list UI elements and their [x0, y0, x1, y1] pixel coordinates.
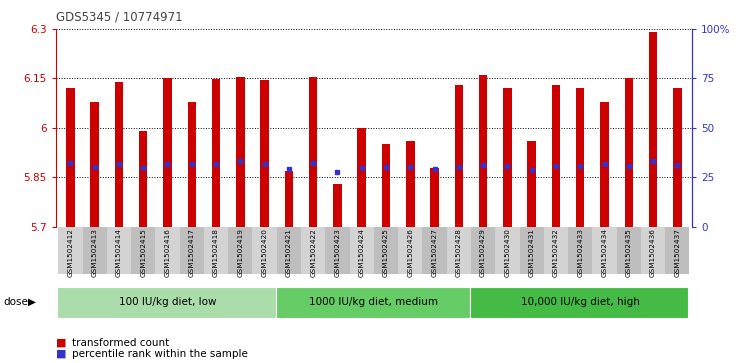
Bar: [496, 227, 519, 274]
Text: 100 IU/kg diet, low: 100 IU/kg diet, low: [119, 297, 217, 307]
Bar: [155, 227, 179, 274]
Text: dose: dose: [4, 297, 28, 307]
Bar: [673, 88, 682, 227]
Bar: [107, 227, 131, 274]
Text: GSM1502415: GSM1502415: [140, 228, 147, 277]
Bar: [83, 227, 107, 274]
Bar: [617, 227, 641, 274]
Bar: [406, 141, 414, 227]
Text: GSM1502432: GSM1502432: [553, 228, 559, 277]
Bar: [325, 227, 350, 274]
Text: GSM1502431: GSM1502431: [529, 228, 535, 277]
Bar: [455, 85, 463, 227]
Bar: [665, 227, 690, 274]
Bar: [163, 78, 172, 227]
Text: GSM1502424: GSM1502424: [359, 228, 365, 277]
Bar: [576, 88, 585, 227]
Text: 1000 IU/kg diet, medium: 1000 IU/kg diet, medium: [310, 297, 438, 307]
Bar: [212, 79, 220, 227]
Bar: [301, 227, 325, 274]
Bar: [592, 227, 617, 274]
Bar: [57, 287, 275, 318]
Bar: [430, 168, 439, 227]
Text: GSM1502412: GSM1502412: [68, 228, 74, 277]
Text: GSM1502430: GSM1502430: [504, 228, 510, 277]
Text: GSM1502425: GSM1502425: [383, 228, 389, 277]
Bar: [357, 128, 366, 227]
Text: GSM1502433: GSM1502433: [577, 228, 583, 277]
Bar: [275, 287, 469, 318]
Text: percentile rank within the sample: percentile rank within the sample: [72, 349, 248, 359]
Text: GSM1502420: GSM1502420: [262, 228, 268, 277]
Bar: [519, 227, 544, 274]
Bar: [649, 32, 657, 227]
Text: GSM1502417: GSM1502417: [189, 228, 195, 277]
Text: GSM1502436: GSM1502436: [650, 228, 656, 277]
Text: ■: ■: [56, 349, 66, 359]
Bar: [469, 287, 688, 318]
Bar: [471, 227, 496, 274]
Bar: [350, 227, 374, 274]
Bar: [568, 227, 592, 274]
Bar: [139, 131, 147, 227]
Text: GSM1502435: GSM1502435: [626, 228, 632, 277]
Bar: [641, 227, 665, 274]
Text: GSM1502426: GSM1502426: [407, 228, 413, 277]
Text: 10,000 IU/kg diet, high: 10,000 IU/kg diet, high: [521, 297, 640, 307]
Bar: [309, 77, 318, 227]
Bar: [277, 227, 301, 274]
Bar: [66, 88, 74, 227]
Text: GSM1502423: GSM1502423: [335, 228, 341, 277]
Text: GSM1502429: GSM1502429: [480, 228, 486, 277]
Bar: [252, 227, 277, 274]
Bar: [131, 227, 155, 274]
Bar: [398, 227, 423, 274]
Text: GSM1502437: GSM1502437: [674, 228, 680, 277]
Bar: [600, 102, 609, 227]
Bar: [423, 227, 446, 274]
Bar: [187, 102, 196, 227]
Text: GSM1502427: GSM1502427: [432, 228, 437, 277]
Text: GSM1502422: GSM1502422: [310, 228, 316, 277]
Text: GSM1502413: GSM1502413: [92, 228, 97, 277]
Text: GSM1502416: GSM1502416: [164, 228, 170, 277]
Bar: [527, 141, 536, 227]
Bar: [624, 78, 633, 227]
Text: ▶: ▶: [28, 297, 36, 307]
Bar: [179, 227, 204, 274]
Bar: [552, 85, 560, 227]
Bar: [91, 102, 99, 227]
Bar: [544, 227, 568, 274]
Bar: [382, 144, 391, 227]
Bar: [260, 80, 269, 227]
Bar: [58, 227, 83, 274]
Bar: [374, 227, 398, 274]
Text: GSM1502428: GSM1502428: [456, 228, 462, 277]
Bar: [285, 171, 293, 227]
Text: transformed count: transformed count: [72, 338, 170, 348]
Bar: [446, 227, 471, 274]
Bar: [228, 227, 252, 274]
Bar: [115, 82, 124, 227]
Text: GSM1502434: GSM1502434: [601, 228, 608, 277]
Bar: [479, 74, 487, 227]
Bar: [503, 88, 512, 227]
Bar: [333, 184, 341, 227]
Text: GSM1502421: GSM1502421: [286, 228, 292, 277]
Text: GDS5345 / 10774971: GDS5345 / 10774971: [56, 11, 182, 24]
Bar: [204, 227, 228, 274]
Text: GSM1502418: GSM1502418: [213, 228, 219, 277]
Text: ■: ■: [56, 338, 66, 348]
Bar: [236, 77, 245, 227]
Text: GSM1502419: GSM1502419: [237, 228, 243, 277]
Text: GSM1502414: GSM1502414: [116, 228, 122, 277]
